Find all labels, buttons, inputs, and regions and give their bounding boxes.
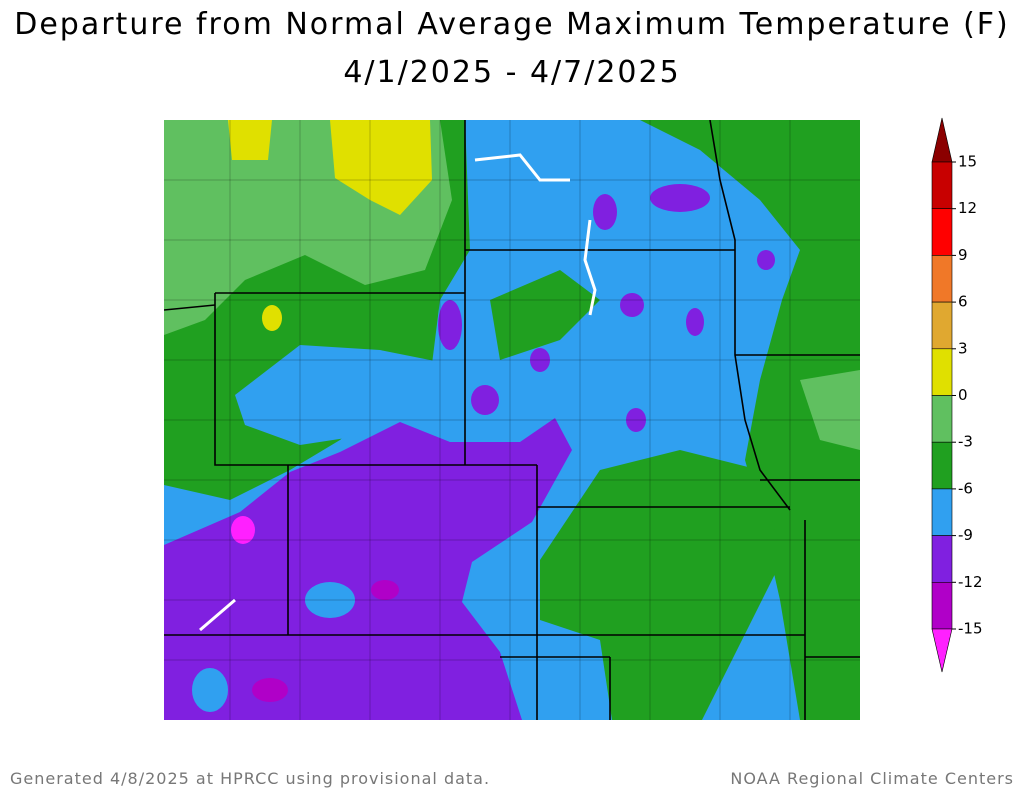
region xyxy=(164,418,572,720)
legend: 15 12 9 6 3 0 -3 -6 -9 -12 -15 xyxy=(931,117,983,673)
title: Departure from Normal Average Maximum Te… xyxy=(14,7,1010,42)
legend-swatch xyxy=(931,161,953,210)
region xyxy=(262,305,282,331)
legend-swatch xyxy=(931,535,953,583)
state-borders xyxy=(164,120,860,720)
legend-swatch xyxy=(931,208,953,256)
map xyxy=(164,120,860,720)
footer-right: NOAA Regional Climate Centers xyxy=(730,769,1014,788)
region xyxy=(371,580,399,600)
legend-swatch xyxy=(931,581,953,630)
region xyxy=(471,385,499,415)
legend-tick-label: 0 xyxy=(958,386,968,404)
rivers-lakes xyxy=(199,153,597,632)
legend-swatch xyxy=(931,395,953,443)
legend-tick-label: 6 xyxy=(958,293,968,311)
legend-swatch xyxy=(931,301,953,350)
region xyxy=(650,184,710,212)
legend-tick-label: -12 xyxy=(958,573,983,591)
region xyxy=(620,293,644,317)
county-lines xyxy=(164,120,860,720)
region xyxy=(330,120,432,215)
legend-tick-label: -6 xyxy=(958,479,973,497)
legend-tick-label: -15 xyxy=(958,620,983,638)
legend-swatch xyxy=(931,628,953,673)
region xyxy=(252,678,288,702)
region xyxy=(192,668,228,712)
legend-swatch xyxy=(931,255,953,303)
region xyxy=(686,308,704,336)
legend-tick-label: -3 xyxy=(958,433,973,451)
region xyxy=(438,300,462,350)
legend-tick-label: 15 xyxy=(958,153,977,171)
legend-swatch xyxy=(931,117,953,163)
region xyxy=(593,194,617,230)
legend-swatch xyxy=(931,441,953,490)
region xyxy=(540,450,782,720)
region xyxy=(757,250,775,270)
legend-swatch xyxy=(931,348,953,396)
region xyxy=(800,370,860,450)
legend-tick-label: 12 xyxy=(958,199,977,217)
region xyxy=(228,120,272,160)
footer-left: Generated 4/8/2025 at HPRCC using provis… xyxy=(10,769,490,788)
legend-tick-label: 3 xyxy=(958,339,968,357)
region xyxy=(231,516,255,544)
region xyxy=(490,270,600,360)
legend-swatch xyxy=(931,488,953,536)
date-range: 4/1/2025 - 4/7/2025 xyxy=(343,55,680,90)
legend-tick-label: 9 xyxy=(958,246,968,264)
legend-tick-label: -9 xyxy=(958,526,973,544)
